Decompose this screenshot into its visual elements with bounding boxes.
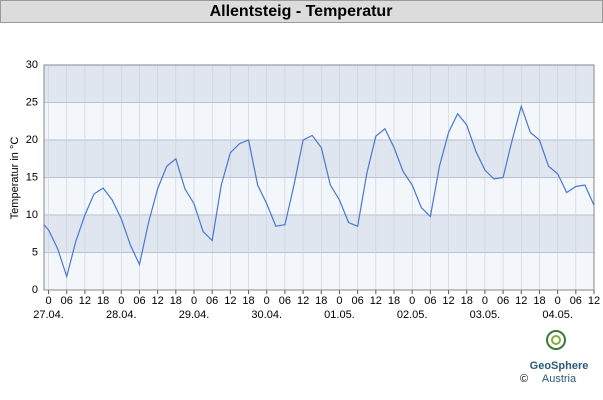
x-tick-label: 12 [297,295,309,307]
plot-frame [43,64,595,291]
date-label: 27.04. [33,309,64,321]
copyright: © [520,373,528,385]
x-tick-label: 06 [279,295,291,307]
y-tick-label: 15 [26,171,38,183]
date-label: 02.05. [397,309,428,321]
x-tick-label: 06 [61,295,73,307]
x-tick-label: 06 [570,295,582,307]
x-tick-label: 0 [45,295,51,307]
x-tick-label: 06 [497,295,509,307]
y-axis-label: Temperatur in °C [9,137,21,220]
band [44,65,594,103]
x-tick-label: 06 [133,295,145,307]
x-tick-label: 0 [555,295,561,307]
logo-icon [551,335,561,345]
band [44,102,594,140]
x-tick-label: 18 [97,295,109,307]
logo-icon [546,330,566,350]
x-tick-label: 18 [242,295,254,307]
date-label: 30.04. [251,309,282,321]
x-tick-label: 0 [336,295,342,307]
x-tick-label: 18 [533,295,545,307]
date-label: 01.05. [324,309,355,321]
date-label: 03.05. [470,309,501,321]
x-tick-label: 06 [352,295,364,307]
date-label: 04.05. [542,309,573,321]
x-tick-label: 0 [482,295,488,307]
band [44,252,594,290]
x-tick-label: 0 [264,295,270,307]
band [44,215,594,253]
logo-name: GeoSphere [530,360,589,372]
date-label: 28.04. [106,309,137,321]
x-tick-label: 18 [170,295,182,307]
x-tick-label: 0 [409,295,415,307]
logo: GeoSphere Austria © [520,330,589,385]
x-tick-label: 12 [79,295,91,307]
x-tick-label: 0 [191,295,197,307]
band [44,177,594,215]
x-tick-label: 12 [588,295,600,307]
x-tick-label: 12 [370,295,382,307]
logo-country: Austria [542,373,577,385]
x-tick-label: 12 [152,295,164,307]
y-tick-label: 20 [26,134,38,146]
x-tick-label: 18 [388,295,400,307]
x-tick-label: 12 [224,295,236,307]
x-tick-label: 18 [315,295,327,307]
x-tick-label: 18 [461,295,473,307]
x-tick-label: 0 [118,295,124,307]
line-series [43,104,595,279]
y-tick-label: 25 [26,96,38,108]
x-tick-label: 06 [424,295,436,307]
date-label: 29.04. [179,309,210,321]
y-tick-label: 30 [26,59,38,71]
x-tick-label: 06 [206,295,218,307]
band [44,140,594,178]
x-tick-label: 12 [515,295,527,307]
chart-title: Allentsteig - Temperatur [210,3,393,20]
x-tick-label: 12 [442,295,454,307]
y-tick-label: 0 [32,284,38,296]
y-tick-label: 10 [26,209,38,221]
y-tick-label: 5 [32,246,38,258]
